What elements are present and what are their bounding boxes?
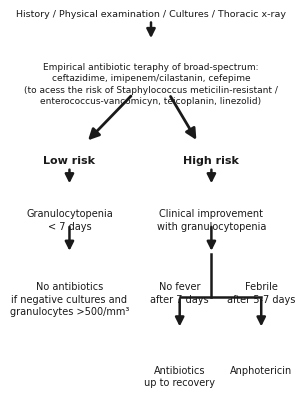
Text: Anphotericin: Anphotericin: [230, 366, 292, 376]
Text: No fever
after 7 days: No fever after 7 days: [150, 282, 209, 305]
Text: High risk: High risk: [183, 156, 239, 166]
Text: History / Physical examination / Cultures / Thoracic x-ray: History / Physical examination / Culture…: [16, 10, 286, 19]
Text: Low risk: Low risk: [43, 156, 95, 166]
Text: Granulocytopenia
< 7 days: Granulocytopenia < 7 days: [26, 209, 113, 232]
Text: No antibiotics
if negative cultures and
granulocytes >500/mm³: No antibiotics if negative cultures and …: [10, 282, 129, 317]
Text: Febrile
after 5-7 days: Febrile after 5-7 days: [227, 282, 295, 305]
Text: Antibiotics
up to recovery: Antibiotics up to recovery: [144, 366, 215, 389]
Text: Empirical antibiotic teraphy of broad-spectrum:
ceftazidime, imipenem/cilastanin: Empirical antibiotic teraphy of broad-sp…: [24, 63, 278, 106]
Text: Clinical improvement
with granulocytopenia: Clinical improvement with granulocytopen…: [157, 209, 266, 232]
